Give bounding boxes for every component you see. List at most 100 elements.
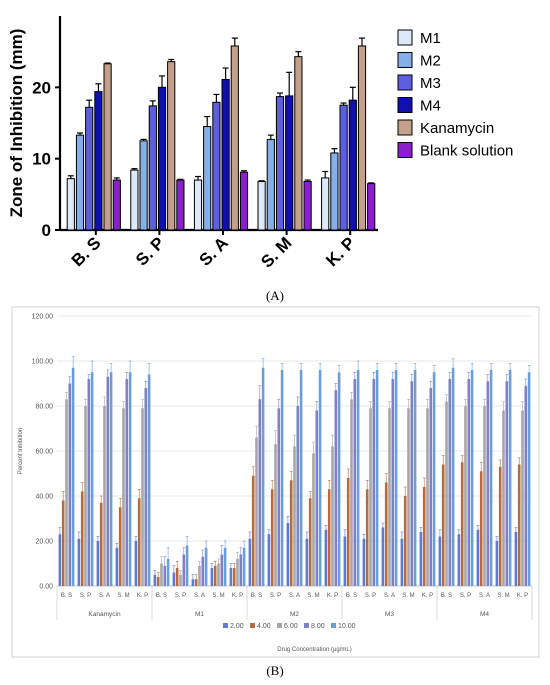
bar-b (115, 547, 119, 586)
bar-b (514, 532, 518, 586)
legend-label-b: 6.00 (284, 623, 298, 630)
bar-b (179, 574, 182, 586)
bar-b (331, 446, 334, 586)
bar-b (524, 385, 528, 586)
bar-b (210, 568, 214, 586)
bar-b (223, 547, 227, 586)
bar-a (357, 45, 367, 231)
bar-b (476, 529, 480, 586)
bar-a (75, 134, 85, 231)
legend-label-a: M3 (420, 75, 441, 92)
x-tick-label-b: B. S (251, 593, 262, 599)
bar-b (118, 507, 122, 586)
bar-b (147, 374, 151, 586)
bar-b (242, 547, 246, 586)
group-label-b: M3 (385, 611, 394, 618)
x-tick-label-b: S. M (402, 593, 414, 599)
bar-b (438, 536, 442, 586)
x-tick-label-a: S. M (257, 233, 295, 271)
x-tick-label-b: S. A (384, 593, 395, 599)
x-tick-label-b: S. M (117, 593, 129, 599)
x-tick-label-a: S. A (195, 233, 231, 269)
bar-b (156, 577, 160, 586)
legend-swatch-a (397, 74, 413, 91)
y-tick-label-b: 120.00 (32, 314, 54, 321)
legend-swatch-a (397, 29, 413, 46)
bar-a (130, 169, 139, 231)
y-tick-label-b: 20.00 (35, 539, 53, 546)
bar-a (85, 106, 94, 231)
x-tick-label-a: K. P (322, 233, 359, 270)
bar-a (239, 171, 249, 231)
bar-b (308, 498, 312, 586)
bar-b (106, 376, 110, 586)
bar-b (255, 437, 258, 586)
group-label-b: Kanamycin (88, 611, 121, 618)
bar-b (448, 379, 452, 586)
bar-b (296, 406, 300, 586)
bar-b (239, 554, 243, 586)
panel-label-b: (B) (266, 663, 284, 678)
bar-a (112, 179, 121, 231)
bar-b (270, 489, 274, 586)
x-tick-label-b: S. A (289, 593, 300, 599)
bar-a (157, 86, 167, 231)
bar-b (122, 408, 125, 586)
bar-b (251, 475, 255, 586)
bar-a (221, 78, 230, 231)
legend-swatch-b (304, 623, 309, 628)
legend-swatch-a (397, 142, 413, 158)
bar-b (505, 381, 509, 586)
x-tick-label-b: K. P (517, 593, 528, 599)
x-tick-label-b: S. P (175, 593, 186, 599)
bar-b (99, 502, 103, 586)
bar-b (384, 482, 388, 586)
bar-b (293, 446, 296, 586)
bar-b (194, 579, 198, 586)
bar-b (61, 500, 65, 586)
bar-b (429, 388, 433, 586)
bar-b (419, 532, 423, 586)
bar-a (339, 104, 348, 231)
legend-swatch-a (397, 97, 413, 113)
group-label-b: M2 (290, 611, 299, 618)
bar-a (167, 61, 176, 231)
x-tick-label-b: S. A (99, 593, 110, 599)
bar-b (343, 536, 347, 586)
y-tick-label-a: 10 (32, 150, 51, 169)
x-tick-label-b: B. S (61, 593, 72, 599)
bar-b (153, 574, 157, 586)
legend-label-b: 10.00 (338, 623, 356, 630)
bar-b (502, 410, 505, 586)
y-axis-title-a: Zone of Inhibition (mm) (7, 29, 26, 218)
bar-b (410, 381, 414, 586)
y-tick-label-b: 60.00 (35, 449, 53, 456)
bar-b (441, 464, 445, 586)
bar-b (77, 538, 81, 586)
bar-b (464, 406, 467, 586)
bar-b (87, 379, 91, 586)
x-tick-label-b: S. M (307, 593, 319, 599)
bar-b (286, 523, 290, 586)
bar-b (217, 563, 220, 586)
bar-b (460, 462, 464, 586)
y-tick-label-a: 0 (42, 221, 51, 240)
x-tick-label-b: S. M (212, 593, 224, 599)
x-tick-label-b: S. P (460, 593, 471, 599)
bar-b (350, 399, 353, 586)
bar-b (508, 370, 512, 586)
legend-label-a: Blank solution (420, 143, 513, 160)
bar-a (275, 96, 285, 231)
x-tick-label-b: S. A (479, 593, 490, 599)
bar-b (90, 372, 94, 586)
bar-b (327, 489, 331, 586)
bar-b (172, 572, 176, 586)
bar-b (365, 489, 369, 586)
bar-b (84, 406, 87, 586)
bar-b (353, 379, 357, 586)
x-tick-label-b: K. P (137, 593, 148, 599)
bar-b (125, 379, 129, 586)
x-tick-label-b: S. A (194, 593, 205, 599)
bar-b (467, 379, 471, 586)
bar-b (324, 529, 328, 586)
